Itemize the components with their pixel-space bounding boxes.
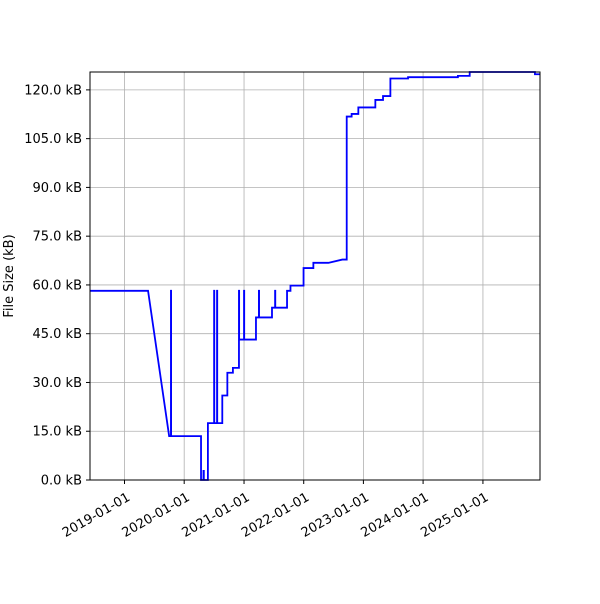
y-axis-label: File Size (kB) bbox=[2, 234, 17, 317]
y-tick-label: 45.0 kB bbox=[32, 327, 82, 342]
y-tick-label: 0.0 kB bbox=[41, 474, 82, 489]
file-size-series-line bbox=[90, 71, 540, 481]
y-tick-label: 120.0 kB bbox=[24, 83, 82, 98]
series-layer bbox=[90, 71, 540, 481]
y-tick-label: 105.0 kB bbox=[24, 132, 82, 147]
y-tick-label: 75.0 kB bbox=[32, 230, 82, 245]
y-axis: 0.0 kB 15.0 kB 30.0 kB 45.0 kB 60.0 kB 75.0 k… bbox=[24, 83, 90, 489]
grid-layer bbox=[90, 72, 540, 481]
y-tick-label: 15.0 kB bbox=[32, 425, 82, 440]
y-tick-label: 60.0 kB bbox=[32, 278, 82, 293]
x-tick-label: 2025-01-01 bbox=[418, 490, 491, 541]
plot-frame bbox=[89, 71, 541, 481]
x-axis: 2019-01-012020-01-012021-01-012022-01-01… bbox=[60, 480, 491, 541]
y-tick-label: 30.0 kB bbox=[32, 376, 82, 391]
y-tick-label: 90.0 kB bbox=[32, 181, 82, 196]
